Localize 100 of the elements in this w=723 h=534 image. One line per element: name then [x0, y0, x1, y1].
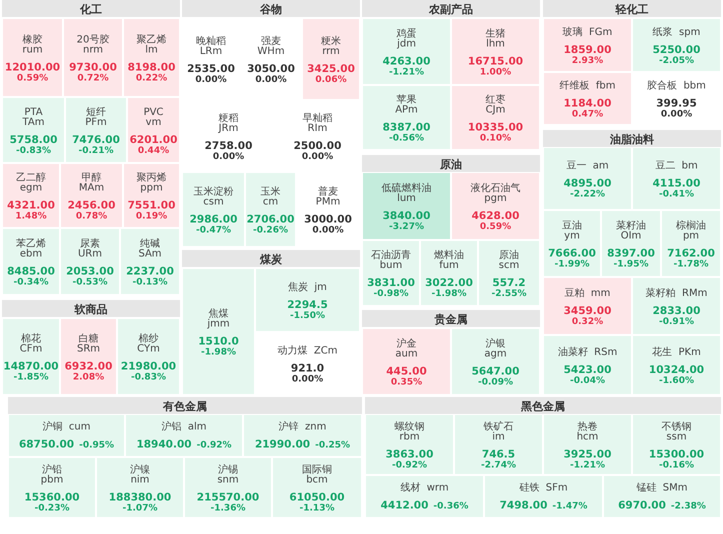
data-label: -0.26%: [253, 226, 288, 236]
text: 化工: [79, 3, 102, 16]
data-label: -3.27%: [389, 222, 424, 232]
data-label: -1.36%: [210, 504, 246, 514]
category-label: 鸡蛋 jdm: [396, 28, 416, 50]
data-label: 3863.00: [386, 448, 434, 460]
data-label: 4115.00: [652, 178, 700, 190]
data-label: 557.2: [492, 277, 526, 289]
data-label: -2.05%: [659, 56, 694, 66]
category-label: 不锈钢 ssm: [662, 422, 692, 442]
data-label: 8397.00: [607, 248, 655, 260]
data-label: -0.09%: [478, 378, 513, 388]
category-label: 纯碱 SAm: [138, 238, 162, 260]
data-label: 16715.00: [468, 56, 524, 68]
text: 轻化工: [614, 3, 648, 16]
data-label: -0.95%: [79, 440, 114, 450]
data-label: 3459.00: [564, 305, 612, 317]
data-label: 445.00: [386, 366, 427, 378]
data-label: -1.98%: [201, 348, 236, 358]
data-label: 5250.00: [652, 44, 700, 56]
category-label: 铁矿石 im: [482, 420, 514, 442]
text: 农副产品: [428, 3, 473, 16]
category-label: 动力煤 ZCm: [278, 344, 338, 356]
data-label: 0.72%: [77, 74, 109, 84]
data-label: 21990.00: [254, 438, 310, 450]
category-label: 沪铜 cum: [42, 420, 90, 432]
data-label: -2.38%: [670, 502, 706, 512]
data-label: -0.04%: [570, 376, 605, 386]
data-label: 746.5: [482, 448, 516, 460]
data-label: 12010.00: [4, 62, 60, 74]
category-label: 聚乙烯 lm: [136, 34, 166, 56]
data-label: 7162.00: [667, 248, 715, 260]
text: 原油: [439, 158, 462, 171]
category-label: 沪锌 znm: [278, 420, 326, 432]
category-label: 聚丙烯 ppm: [136, 172, 166, 194]
category-label: 白糖 SRm: [76, 332, 100, 354]
data-label: 3840.00: [382, 210, 430, 222]
category-label: 红枣 CJm: [486, 94, 506, 116]
data-label: 188380.00: [108, 492, 172, 504]
data-label: 0.78%: [76, 212, 108, 222]
category-label: 短纤 PFm: [85, 106, 107, 128]
category-label: 尿素 URm: [78, 238, 102, 260]
data-label: 4628.00: [472, 210, 520, 222]
data-label: -0.23%: [34, 504, 70, 514]
data-label: -0.47%: [196, 226, 231, 236]
category-label: 橡胶 rum: [22, 34, 43, 56]
category-label: PVC vm: [144, 107, 164, 128]
data-label: 18940.00: [136, 438, 192, 450]
data-label: -0.92%: [392, 460, 427, 470]
category-label: 沪镍 nim: [130, 464, 150, 486]
category-label: 纸浆 spm: [652, 26, 700, 38]
data-label: 3000.00: [304, 214, 352, 226]
category-label: 纤维板 fbm: [560, 80, 616, 92]
category-label: 原油 scm: [498, 249, 520, 271]
data-label: 3425.00: [307, 63, 355, 75]
category-label: 玉米淀粉 csm: [194, 186, 234, 208]
text: 软商品: [74, 303, 108, 316]
data-label: 9730.00: [69, 62, 117, 74]
data-label: 4263.00: [382, 56, 430, 68]
data-label: -1.99%: [554, 260, 590, 270]
category-label: 棕榈油 pm: [676, 220, 706, 242]
data-label: 10324.00: [648, 364, 704, 376]
data-label: 0.44%: [138, 146, 170, 156]
category-label: 焦煤 jmm: [206, 308, 230, 330]
data-label: -0.56%: [389, 134, 424, 144]
data-label: 1184.00: [564, 98, 612, 110]
category-label: 油菜籽 RSm: [558, 346, 618, 358]
data-label: 0.19%: [136, 212, 168, 222]
category-label: 液化石油气 pgm: [470, 182, 520, 204]
category-label: 焦炭 jm: [288, 281, 327, 293]
data-label: 15300.00: [648, 448, 704, 460]
category-label: 硅铁 SFm: [518, 482, 568, 494]
data-label: -0.83%: [16, 146, 51, 156]
data-label: 3831.00: [367, 277, 415, 289]
data-label: 4895.00: [564, 178, 612, 190]
data-label: 68750.00: [18, 438, 74, 450]
data-label: 2706.00: [246, 214, 294, 226]
data-label: 4321.00: [7, 200, 55, 212]
category-label: 苯乙烯 ebm: [16, 238, 46, 260]
data-label: 0.32%: [572, 317, 604, 327]
category-label: 玻璃 FGm: [562, 26, 612, 38]
text: 谷物: [259, 3, 282, 16]
data-label: 0.10%: [480, 134, 512, 144]
data-label: 0.00%: [660, 110, 692, 120]
data-label: 10335.00: [468, 122, 524, 134]
data-label: 4412.00: [380, 500, 428, 512]
data-label: 0.59%: [16, 74, 48, 84]
data-label: 0.00%: [302, 152, 334, 162]
category-label: 棉花 CFm: [20, 332, 42, 354]
data-label: 3022.00: [425, 277, 473, 289]
data-label: -1.98%: [432, 289, 466, 299]
data-label: -1.47%: [552, 502, 588, 512]
text: 煤炭: [259, 253, 283, 266]
data-label: 8485.00: [7, 266, 55, 278]
category-label: 乙二醇 egm: [16, 172, 46, 194]
data-label: -1.60%: [659, 376, 694, 386]
data-label: 2.08%: [72, 372, 104, 382]
category-label: 低硫燃料油 lum: [382, 182, 432, 204]
category-label: 线材 wrm: [400, 482, 449, 494]
category-label: 锰硅 SMm: [635, 482, 688, 494]
